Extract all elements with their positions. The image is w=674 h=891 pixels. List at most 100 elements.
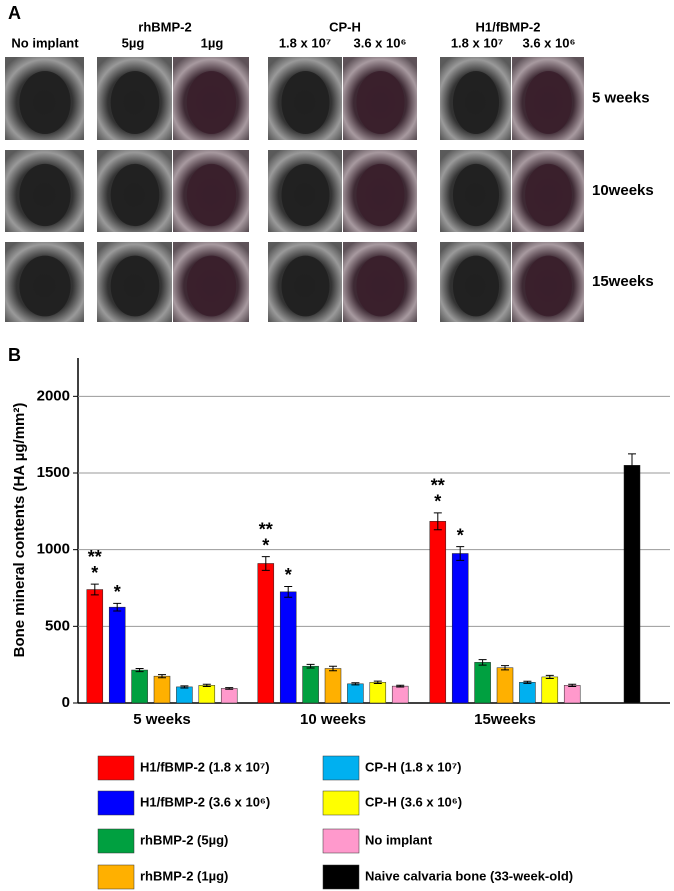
significance-mark: * [285,565,292,585]
row-label: 5 weeks [592,89,650,106]
bar [429,521,447,704]
bar [324,668,342,704]
bar [347,683,364,704]
bar [220,688,238,704]
bar [474,662,491,704]
x-tick-label: 15weeks [474,711,536,728]
error-bar [373,680,382,685]
panel-label: B [8,345,21,365]
defect-region [19,163,71,227]
y-tick-label: 0 [62,694,70,711]
legend-label: rhBMP-2 (1µg) [140,868,228,883]
column-label: 1.8 x 10⁷ [451,35,503,50]
error-bar [329,665,337,672]
y-tick-label: 500 [45,617,70,634]
error-bar [456,546,465,561]
bar [279,591,297,704]
column-label: 1µg [201,35,224,50]
error-bar [135,668,144,673]
defect-region [110,70,160,135]
legend-label: CP-H (3.6 x 10⁶) [365,794,462,809]
bar [369,682,387,704]
column-label: 3.6 x 10⁶ [523,35,576,50]
column-label: 5µg [122,35,145,50]
row-label: 10weeks [592,182,654,199]
error-bar [478,659,487,666]
bar [623,465,641,704]
significance-mark: * [262,535,269,555]
significance-mark: * [434,492,441,512]
error-bar [306,663,315,669]
significance-mark: * [457,525,464,545]
legend-label: rhBMP-2 (5µg) [140,832,228,847]
legend-label: H1/fBMP-2 (1.8 x 10⁷) [140,759,270,774]
bar [519,682,536,704]
defect-region [525,163,572,227]
defect-region [19,70,71,135]
panel-a: A rhBMP-2 CP-H H1/fBMP-2 No implant 5µg 1µg 1.… [5,3,654,322]
defect-region [281,70,330,135]
column-label: 3.6 x 10⁶ [354,35,407,50]
defect-region [186,255,237,317]
error-bar [225,687,234,690]
column-label: No implant [11,35,79,50]
row-label: 15weeks [592,273,654,290]
error-bar [501,665,509,671]
significance-mark: * [114,582,121,602]
defect-region [281,255,330,317]
column-group-label: H1/fBMP-2 [475,19,540,34]
bar [176,686,193,704]
defect-region [452,70,500,135]
bar [391,685,409,704]
defect-region [110,255,160,317]
defect-region [110,163,160,227]
column-label: 1.8 x 10⁷ [279,35,331,50]
error-bar [180,685,189,689]
error-bar [545,674,554,679]
y-tick-label: 1500 [37,464,70,481]
bar [131,669,148,704]
defect-region [356,255,405,317]
legend-swatch [97,828,135,854]
bar [198,685,216,704]
legend-swatch [97,790,135,816]
significance-mark: ** [88,547,102,567]
bar [541,676,559,704]
defect-region [452,255,500,317]
bar [451,553,469,704]
error-bar [433,512,442,531]
defect-region [186,70,237,135]
x-tick-label: 5 weeks [133,711,191,728]
panel-b: B Bone mineral contents (HA µg/mm²) 0 500… [8,345,670,890]
error-bar [523,680,532,684]
legend-label: Naive calvaria bone (33-week-old) [365,868,573,883]
error-bar [628,453,636,478]
bar [86,589,104,704]
defect-region [525,70,572,135]
defect-region [356,163,405,227]
legend-swatch [322,790,360,816]
defect-region [452,163,500,227]
y-tick-label: 2000 [37,387,70,404]
column-group-label: CP-H [329,19,361,34]
legend-label: No implant [365,832,433,847]
error-bar [396,684,405,688]
bar [563,685,581,704]
legend-label: H1/fBMP-2 (3.6 x 10⁶) [140,794,270,809]
y-axis-label: Bone mineral contents (HA µg/mm²) [11,403,28,658]
bar [257,563,275,704]
column-group-label: rhBMP-2 [138,19,191,34]
error-bar [202,683,211,687]
legend-swatch [322,864,360,890]
significance-mark: ** [431,476,445,496]
error-bar [158,674,166,679]
x-tick-label: 10 weeks [300,711,366,728]
panel-label: A [8,3,21,23]
error-bar [90,583,99,596]
legend-swatch [97,864,135,890]
defect-region [525,255,572,317]
defect-region [356,70,405,135]
error-bar [568,683,577,687]
error-bar [284,585,293,598]
